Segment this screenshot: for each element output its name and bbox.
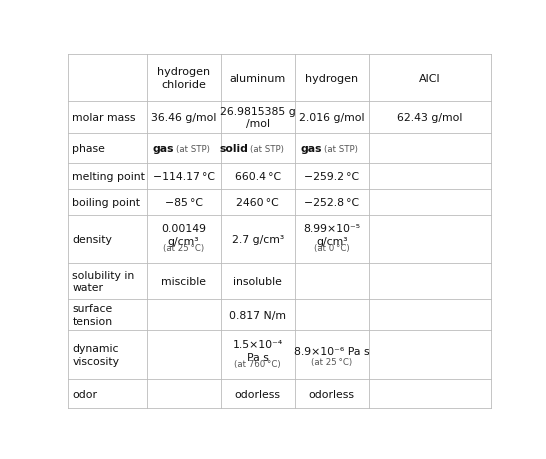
Text: solid: solid bbox=[219, 144, 248, 154]
Text: (at 0 °C): (at 0 °C) bbox=[314, 244, 349, 252]
Text: insoluble: insoluble bbox=[233, 276, 282, 286]
Text: 26.9815385 g
/mol: 26.9815385 g /mol bbox=[219, 106, 295, 129]
Text: 2.016 g/mol: 2.016 g/mol bbox=[299, 113, 364, 123]
Text: 8.99×10⁻⁵
g/cm³: 8.99×10⁻⁵ g/cm³ bbox=[303, 224, 360, 246]
Text: density: density bbox=[73, 235, 112, 244]
Text: AlCl: AlCl bbox=[419, 73, 441, 84]
Text: −252.8 °C: −252.8 °C bbox=[304, 197, 359, 207]
Text: 36.46 g/mol: 36.46 g/mol bbox=[151, 113, 216, 123]
Text: hydrogen
chloride: hydrogen chloride bbox=[157, 67, 210, 90]
Text: 660.4 °C: 660.4 °C bbox=[235, 172, 281, 182]
Text: 62.43 g/mol: 62.43 g/mol bbox=[397, 113, 462, 123]
Text: odorless: odorless bbox=[308, 389, 355, 399]
Text: (at STP): (at STP) bbox=[175, 144, 210, 153]
Text: odorless: odorless bbox=[235, 389, 281, 399]
Text: solubility in
water: solubility in water bbox=[73, 270, 135, 293]
Text: 8.9×10⁻⁶ Pa s: 8.9×10⁻⁶ Pa s bbox=[294, 346, 370, 356]
Text: phase: phase bbox=[73, 144, 105, 154]
Text: (at 25 °C): (at 25 °C) bbox=[163, 244, 204, 252]
Text: gas: gas bbox=[153, 144, 174, 154]
Text: gas: gas bbox=[301, 144, 322, 154]
Text: −85 °C: −85 °C bbox=[164, 197, 203, 207]
Text: odor: odor bbox=[73, 389, 98, 399]
Text: melting point: melting point bbox=[73, 172, 145, 182]
Text: boiling point: boiling point bbox=[73, 197, 140, 207]
Text: miscible: miscible bbox=[161, 276, 206, 286]
Text: (at 25 °C): (at 25 °C) bbox=[311, 358, 352, 366]
Text: 1.5×10⁻⁴
Pa s: 1.5×10⁻⁴ Pa s bbox=[233, 339, 283, 362]
Text: dynamic
viscosity: dynamic viscosity bbox=[73, 344, 120, 366]
Text: aluminum: aluminum bbox=[229, 73, 286, 84]
Text: 2460 °C: 2460 °C bbox=[236, 197, 279, 207]
Text: −259.2 °C: −259.2 °C bbox=[304, 172, 359, 182]
Text: (at STP): (at STP) bbox=[250, 144, 283, 153]
Text: (at 760 °C): (at 760 °C) bbox=[234, 359, 281, 368]
Text: −114.17 °C: −114.17 °C bbox=[152, 172, 215, 182]
Text: (at STP): (at STP) bbox=[324, 144, 358, 153]
Text: surface
tension: surface tension bbox=[73, 304, 112, 326]
Text: 0.00149
g/cm³: 0.00149 g/cm³ bbox=[161, 224, 206, 246]
Text: hydrogen: hydrogen bbox=[305, 73, 358, 84]
Text: 0.817 N/m: 0.817 N/m bbox=[229, 310, 286, 320]
Text: molar mass: molar mass bbox=[73, 113, 136, 123]
Text: 2.7 g/cm³: 2.7 g/cm³ bbox=[232, 235, 284, 244]
